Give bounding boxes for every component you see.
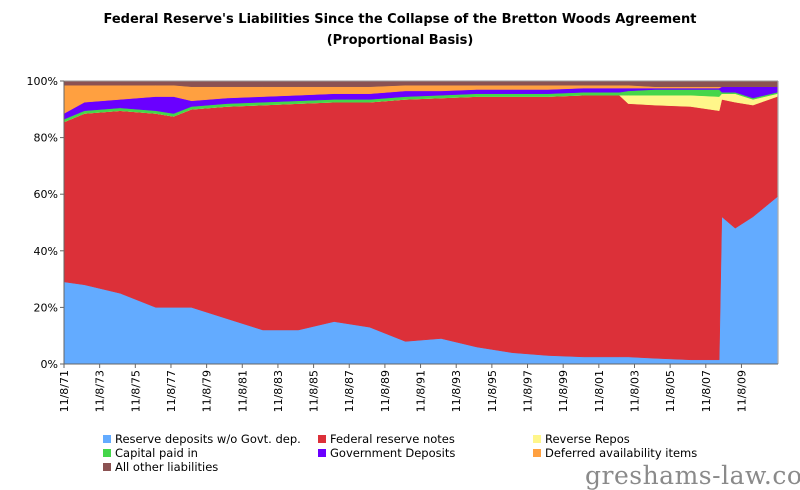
legend-item-reverse-repos: Reverse Repos	[533, 432, 630, 446]
legend-swatch	[318, 435, 326, 443]
legend-label: All other liabilities	[115, 460, 219, 474]
y-tick-label: 80%	[34, 132, 58, 145]
legend-item-reserve-deposits: Reserve deposits w/o Govt. dep.	[103, 432, 301, 446]
x-tick-label: 11/8/97	[522, 370, 535, 412]
x-tick-label: 11/8/95	[486, 370, 499, 412]
x-tick-label: 11/8/83	[272, 370, 285, 412]
legend-swatch	[533, 449, 541, 457]
legend-item-all-other-liabilities: All other liabilities	[103, 460, 218, 474]
y-tick-label: 60%	[34, 188, 58, 201]
x-tick-label: 11/8/77	[165, 370, 178, 412]
x-tick-label: 11/8/73	[94, 370, 107, 412]
legend-label: Deferred availability items	[545, 446, 698, 460]
legend-swatch	[533, 435, 541, 443]
x-tick-label: 11/8/89	[379, 370, 392, 412]
x-tick-label: 11/8/85	[308, 370, 321, 412]
legend-swatch	[103, 435, 111, 443]
x-tick-label: 11/8/81	[236, 370, 249, 412]
x-tick-label: 11/8/93	[450, 370, 463, 412]
x-tick-label: 11/8/07	[700, 370, 713, 412]
x-tick-label: 11/8/01	[593, 370, 606, 412]
legend-item-capital-paid-in: Capital paid in	[103, 446, 198, 460]
legend-swatch	[318, 449, 326, 457]
legend-label: Reverse Repos	[545, 432, 630, 446]
legend-item-deferred-availability: Deferred availability items	[533, 446, 697, 460]
legend-item-government-deposits: Government Deposits	[318, 446, 455, 460]
chart-subtitle: (Proportional Basis)	[326, 33, 474, 48]
y-tick-label: 100%	[27, 75, 58, 88]
legend-item-federal-reserve-notes: Federal reserve notes	[318, 432, 455, 446]
y-tick-label: 40%	[34, 245, 58, 258]
x-tick-label: 11/8/05	[664, 370, 677, 412]
x-tick-label: 11/8/71	[58, 370, 71, 412]
legend-swatch	[103, 449, 111, 457]
legend-swatch	[103, 463, 111, 471]
x-tick-label: 11/8/03	[628, 370, 641, 412]
legend-label: Capital paid in	[115, 446, 198, 460]
y-tick-label: 20%	[34, 301, 58, 314]
y-tick-label: 0%	[41, 358, 58, 371]
legend-label: Federal reserve notes	[330, 432, 455, 446]
x-tick-label: 11/8/09	[735, 370, 748, 412]
x-tick-label: 11/8/79	[201, 370, 214, 412]
legend-label: Reserve deposits w/o Govt. dep.	[115, 432, 301, 446]
x-tick-label: 11/8/99	[557, 370, 570, 412]
x-tick-label: 11/8/87	[343, 370, 356, 412]
x-tick-label: 11/8/91	[415, 370, 428, 412]
chart-title: Federal Reserve's Liabilities Since the …	[103, 12, 697, 27]
legend-label: Government Deposits	[330, 446, 456, 460]
watermark: greshams-law.com	[585, 461, 800, 490]
x-tick-label: 11/8/75	[129, 370, 142, 412]
